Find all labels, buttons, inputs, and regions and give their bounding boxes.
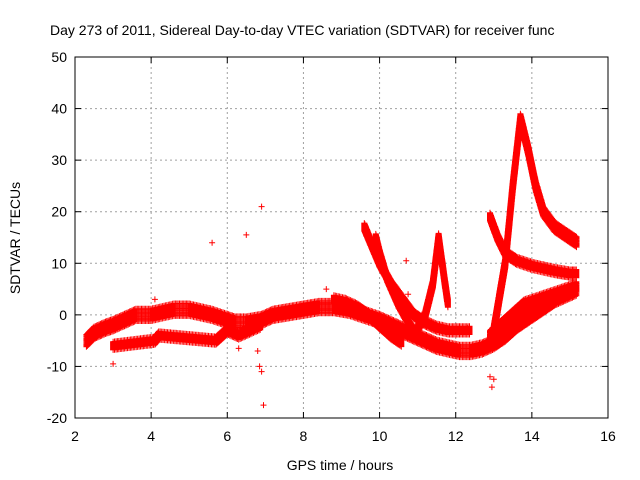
series-outliers [110,203,497,409]
series-drops [110,318,264,353]
x-tick-label-6: 14 [524,428,540,444]
series-rising-arm [372,230,420,341]
data-layer [83,110,580,409]
x-tick-label-5: 12 [448,428,464,444]
x-tick-label-2: 6 [223,428,231,444]
y-tick-label-6: 40 [51,101,67,117]
y-tick-label-4: 20 [51,204,67,220]
x-tick-label-4: 10 [372,428,388,444]
axis-layer: 2 4 6 8 10 12 14 16 -20 -10 0 10 20 30 40 50 [47,49,616,444]
x-axis-label: GPS time / hours [287,457,394,473]
y-tick-label-7: 50 [51,49,67,65]
plot-frame [74,56,609,419]
y-tick-label-2: 0 [59,307,67,323]
x-tick-label-0: 2 [71,428,79,444]
grid-layer [75,57,608,418]
x-tick-label-7: 16 [600,428,616,444]
y-tick-label-3: 10 [51,255,67,271]
series-spike-11-6-h [410,230,451,343]
x-tick-label-3: 8 [300,428,308,444]
y-tick-label-1: -10 [47,358,67,374]
chart-title: Day 273 of 2011, Sidereal Day-to-day VTE… [50,22,554,38]
x-tick-label-1: 4 [147,428,155,444]
y-tick-label-0: -20 [47,410,67,426]
y-axis-label: SDTVAR / TECUs [7,182,23,294]
series-loop-band [330,292,405,350]
y-tick-label-5: 30 [51,152,67,168]
series-lower-branch [487,278,580,344]
